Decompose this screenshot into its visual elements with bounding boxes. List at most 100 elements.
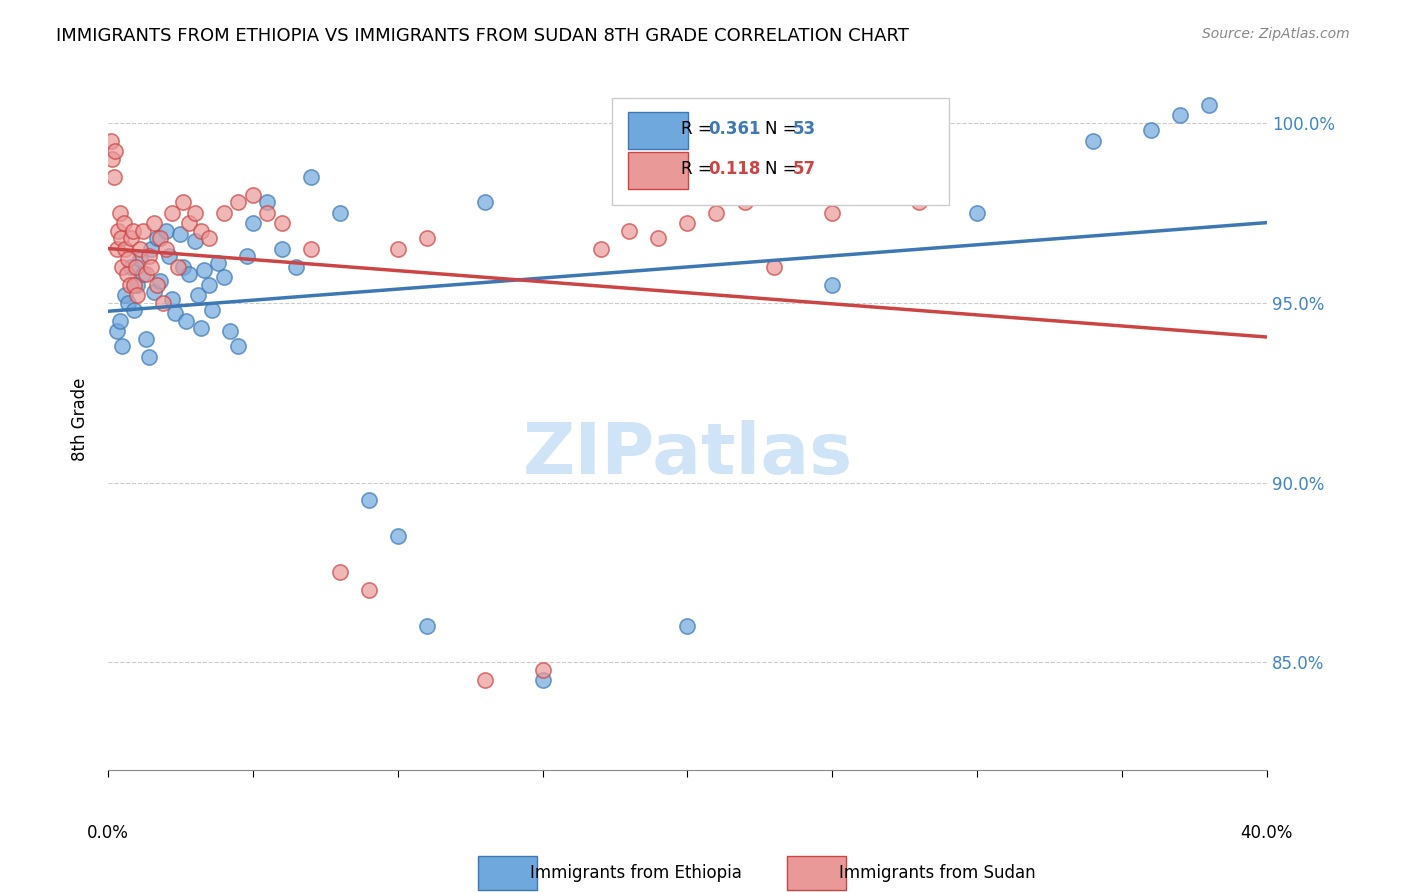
Immigrants from Sudan — [734, 194, 756, 209]
Immigrants from Sudan — [329, 566, 352, 580]
Immigrants from Ethiopia — [174, 313, 197, 327]
Immigrants from Sudan — [212, 205, 235, 219]
Immigrants from Ethiopia — [299, 169, 322, 184]
Immigrants from Sudan — [242, 187, 264, 202]
Immigrants from Ethiopia — [120, 260, 142, 274]
Immigrants from Ethiopia — [228, 339, 250, 353]
Immigrants from Ethiopia — [146, 230, 169, 244]
Immigrants from Ethiopia — [141, 242, 163, 256]
Immigrants from Sudan — [270, 216, 292, 230]
Immigrants from Sudan — [121, 223, 143, 237]
Text: IMMIGRANTS FROM ETHIOPIA VS IMMIGRANTS FROM SUDAN 8TH GRADE CORRELATION CHART: IMMIGRANTS FROM ETHIOPIA VS IMMIGRANTS F… — [56, 27, 910, 45]
Text: 0.0%: 0.0% — [87, 824, 129, 842]
Immigrants from Ethiopia — [125, 277, 148, 292]
Immigrants from Sudan — [149, 230, 172, 244]
Immigrants from Sudan — [101, 152, 124, 166]
Text: Source: ZipAtlas.com: Source: ZipAtlas.com — [1202, 27, 1350, 41]
Immigrants from Ethiopia — [1140, 122, 1163, 136]
Immigrants from Ethiopia — [236, 249, 259, 263]
Text: Immigrants from Sudan: Immigrants from Sudan — [839, 864, 1036, 882]
Immigrants from Sudan — [132, 223, 155, 237]
Immigrants from Ethiopia — [160, 292, 183, 306]
Immigrants from Ethiopia — [242, 216, 264, 230]
Immigrants from Sudan — [676, 216, 699, 230]
Immigrants from Sudan — [647, 230, 669, 244]
Immigrants from Sudan — [531, 663, 554, 677]
Immigrants from Sudan — [184, 205, 207, 219]
Immigrants from Ethiopia — [1081, 134, 1104, 148]
Immigrants from Ethiopia — [212, 270, 235, 285]
Immigrants from Ethiopia — [193, 263, 215, 277]
Immigrants from Ethiopia — [172, 260, 194, 274]
Immigrants from Sudan — [105, 242, 128, 256]
Immigrants from Ethiopia — [201, 302, 224, 317]
Immigrants from Ethiopia — [132, 267, 155, 281]
Immigrants from Ethiopia — [821, 277, 844, 292]
Immigrants from Ethiopia — [531, 673, 554, 688]
Immigrants from Sudan — [100, 134, 122, 148]
Immigrants from Sudan — [107, 223, 129, 237]
Immigrants from Ethiopia — [163, 306, 186, 320]
Immigrants from Ethiopia — [114, 288, 136, 302]
Immigrants from Sudan — [299, 242, 322, 256]
Immigrants from Ethiopia — [270, 242, 292, 256]
Immigrants from Ethiopia — [256, 194, 278, 209]
Immigrants from Sudan — [112, 216, 135, 230]
Immigrants from Sudan — [143, 216, 166, 230]
Immigrants from Sudan — [138, 249, 160, 263]
Immigrants from Sudan — [198, 230, 221, 244]
Immigrants from Sudan — [146, 277, 169, 292]
Immigrants from Ethiopia — [190, 320, 212, 334]
Text: 40.0%: 40.0% — [1240, 824, 1294, 842]
Immigrants from Sudan — [179, 216, 201, 230]
Text: 53: 53 — [793, 120, 815, 138]
Immigrants from Ethiopia — [138, 350, 160, 364]
Immigrants from Sudan — [125, 288, 148, 302]
Text: N =: N = — [765, 161, 801, 178]
Immigrants from Sudan — [117, 252, 139, 267]
Immigrants from Sudan — [190, 223, 212, 237]
Immigrants from Ethiopia — [128, 252, 150, 267]
Immigrants from Sudan — [111, 260, 134, 274]
Immigrants from Ethiopia — [184, 235, 207, 249]
Immigrants from Sudan — [103, 169, 125, 184]
Immigrants from Sudan — [110, 230, 132, 244]
Immigrants from Sudan — [115, 267, 138, 281]
Immigrants from Ethiopia — [966, 205, 988, 219]
Immigrants from Ethiopia — [676, 619, 699, 633]
Immigrants from Ethiopia — [198, 277, 221, 292]
Immigrants from Ethiopia — [111, 339, 134, 353]
Immigrants from Sudan — [120, 230, 142, 244]
Immigrants from Sudan — [415, 230, 437, 244]
Text: 0.361: 0.361 — [709, 120, 761, 138]
Immigrants from Ethiopia — [105, 324, 128, 338]
Immigrants from Sudan — [141, 260, 163, 274]
Immigrants from Sudan — [908, 194, 931, 209]
Immigrants from Ethiopia — [149, 274, 172, 288]
Immigrants from Sudan — [166, 260, 188, 274]
Text: N =: N = — [765, 120, 801, 138]
Text: 57: 57 — [793, 161, 815, 178]
Immigrants from Sudan — [155, 242, 177, 256]
Immigrants from Ethiopia — [285, 260, 308, 274]
Text: Immigrants from Ethiopia: Immigrants from Ethiopia — [530, 864, 742, 882]
Immigrants from Sudan — [763, 260, 786, 274]
Text: R =: R = — [681, 161, 717, 178]
Immigrants from Ethiopia — [207, 256, 229, 270]
Immigrants from Ethiopia — [117, 295, 139, 310]
Immigrants from Sudan — [821, 205, 844, 219]
Immigrants from Sudan — [357, 583, 380, 598]
Immigrants from Ethiopia — [387, 529, 409, 543]
Immigrants from Ethiopia — [329, 205, 352, 219]
Immigrants from Sudan — [706, 205, 728, 219]
Immigrants from Ethiopia — [169, 227, 191, 241]
Text: R =: R = — [681, 120, 717, 138]
Immigrants from Sudan — [128, 242, 150, 256]
Text: 0.118: 0.118 — [709, 161, 761, 178]
Immigrants from Ethiopia — [143, 285, 166, 299]
Immigrants from Ethiopia — [187, 288, 209, 302]
Immigrants from Ethiopia — [218, 324, 240, 338]
Immigrants from Sudan — [160, 205, 183, 219]
Immigrants from Sudan — [589, 242, 612, 256]
Immigrants from Sudan — [135, 267, 157, 281]
